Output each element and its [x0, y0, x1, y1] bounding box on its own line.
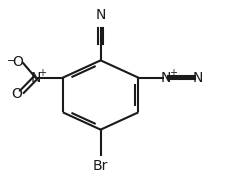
Text: +: +	[169, 68, 177, 78]
Text: N: N	[160, 71, 171, 85]
Text: +: +	[38, 68, 46, 78]
Text: Br: Br	[93, 159, 108, 173]
Text: N: N	[193, 71, 203, 85]
Text: O: O	[12, 87, 23, 101]
Text: −: −	[7, 56, 17, 66]
Text: N: N	[30, 71, 41, 85]
Text: O: O	[13, 55, 24, 69]
Text: N: N	[95, 8, 106, 22]
